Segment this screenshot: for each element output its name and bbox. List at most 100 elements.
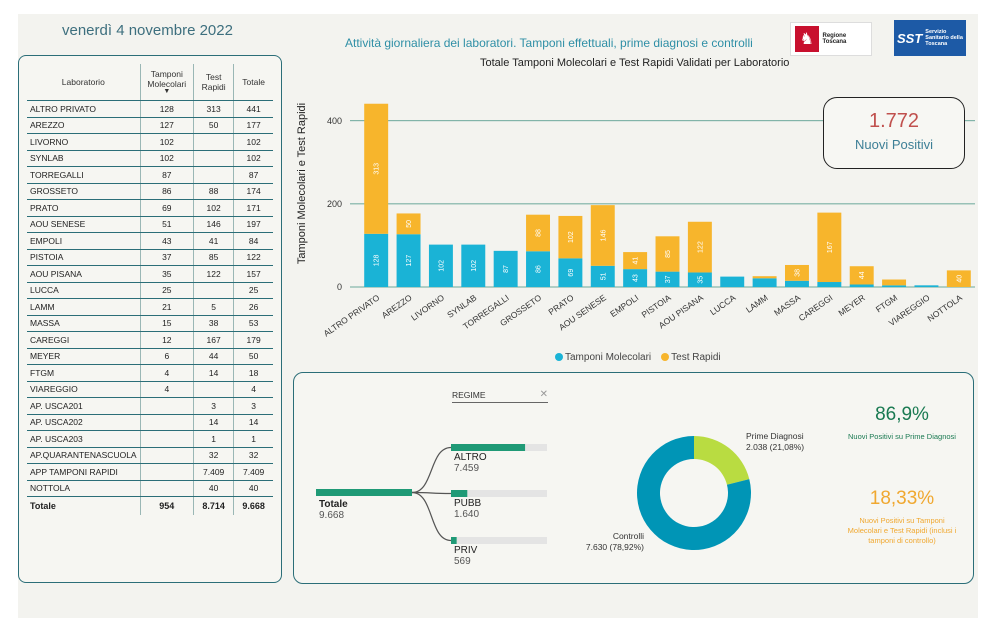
cell-tot: 26	[233, 298, 273, 316]
table-row[interactable]: AP.QUARANTENASCUOLA 32 32	[27, 447, 273, 464]
bar-molecolari	[914, 285, 939, 287]
table-row[interactable]: PRATO 69 102 171	[27, 199, 273, 217]
cell-rap: 40	[192, 480, 234, 497]
table-row[interactable]: PISTOIA 37 85 122	[27, 249, 273, 266]
regime-filter-header[interactable]: REGIME ✕	[452, 389, 548, 403]
col-header-tamponi-molecolari[interactable]: Tamponi Molecolari ▼	[139, 64, 194, 101]
table-row[interactable]: TORREGALLI 87 87	[27, 166, 273, 184]
table-row[interactable]: MASSA 15 38 53	[27, 315, 273, 332]
cell-lab: CAREGGI	[27, 331, 141, 349]
table-row[interactable]: AP. USCA202 14 14	[27, 414, 273, 431]
legend-label-rapidi: Test Rapidi	[671, 352, 721, 363]
col-header-test-rapidi[interactable]: Test Rapidi	[192, 64, 234, 101]
tree-bar-fill	[451, 490, 468, 497]
bar-data-label: 313	[374, 163, 381, 175]
table-row[interactable]: LIVORNO 102 102	[27, 133, 273, 151]
bar-molecolari	[849, 284, 874, 287]
table-row[interactable]: NOTTOLA 40 40	[27, 480, 273, 497]
cell-lab: AP. USCA201	[27, 397, 141, 415]
cell-tot: 53	[233, 315, 273, 332]
y-tick-label: 400	[327, 116, 342, 126]
table-row[interactable]: SYNLAB 102 102	[27, 150, 273, 167]
close-icon[interactable]: ✕	[539, 389, 548, 400]
table-row[interactable]: LAMM 21 5 26	[27, 298, 273, 316]
y-tick-label: 200	[327, 199, 342, 209]
cell-rap: 146	[192, 216, 234, 233]
table-row[interactable]: AP. USCA201 3 3	[27, 397, 273, 415]
table-row[interactable]: AP. USCA203 1 1	[27, 430, 273, 448]
cell-rap: 5	[192, 298, 234, 316]
bar-rapidi	[946, 270, 971, 287]
cell-lab: AP.QUARANTENASCUOLA	[27, 447, 141, 464]
bar-molecolari	[752, 278, 777, 287]
tree-bar-track	[451, 537, 547, 544]
total-cell-lab: Totale	[30, 501, 56, 511]
table-row[interactable]: AOU PISANA 35 122 157	[27, 265, 273, 283]
cell-lab: VIAREGGIO	[27, 381, 141, 398]
cell-rap: 3	[192, 397, 234, 415]
bar-molecolari	[687, 272, 712, 287]
col-header-totale[interactable]: Totale	[233, 64, 273, 101]
tree-node-pubb-label[interactable]: PUBB	[454, 498, 482, 509]
report-date: venerdì 4 novembre 2022	[62, 22, 233, 39]
table-row[interactable]: VIAREGGIO 4 4	[27, 381, 273, 398]
cell-rap: 88	[192, 183, 234, 200]
cell-rap: 44	[192, 348, 234, 365]
bar-data-label: 122	[697, 241, 704, 253]
bar-data-label: 88	[536, 229, 543, 237]
table-row[interactable]: APP TAMPONI RAPIDI 7.409 7.409	[27, 463, 273, 481]
bar-molecolari	[428, 244, 453, 287]
stat-prime-diagnosi-value: 86,9%	[875, 404, 929, 425]
table-row[interactable]: AOU SENESE 51 146 197	[27, 216, 273, 233]
cell-rap: 7.409	[192, 463, 234, 481]
bar-molecolari	[784, 280, 809, 287]
total-cell-tot: 9.668	[233, 496, 273, 515]
tree-node-altro-label[interactable]: ALTRO	[454, 452, 487, 463]
cell-tot: 179	[233, 331, 273, 349]
cell-tot: 197	[233, 216, 273, 233]
cell-tot: 102	[233, 150, 273, 167]
tree-node-priv-label[interactable]: PRIV	[454, 545, 478, 556]
cell-tot: 7.409	[233, 463, 273, 481]
sort-desc-icon: ▼	[163, 88, 171, 95]
bar-data-label: 85	[665, 250, 672, 258]
cell-rap: 32	[192, 447, 234, 464]
table-row[interactable]: ALTRO PRIVATO 128 313 441	[27, 100, 273, 118]
cell-lab: FTGM	[27, 364, 141, 382]
cell-mol	[139, 463, 194, 481]
legend-item-rapidi[interactable]: Test Rapidi	[661, 352, 721, 363]
bar-molecolari	[882, 285, 907, 287]
cell-rap: 1	[192, 430, 234, 448]
bar-data-label: 167	[827, 241, 834, 253]
bar-rapidi	[687, 221, 712, 273]
table-row[interactable]: MEYER 6 44 50	[27, 348, 273, 365]
bar-molecolari	[655, 271, 680, 287]
table-row[interactable]: GROSSETO 86 88 174	[27, 183, 273, 200]
bar-rapidi	[558, 215, 583, 259]
cell-mol: 69	[139, 199, 194, 217]
cell-mol	[139, 430, 194, 448]
bar-rapidi	[655, 236, 680, 272]
cell-mol	[139, 480, 194, 497]
legend-item-molecolari[interactable]: Tamponi Molecolari	[555, 352, 651, 363]
table-row[interactable]: FTGM 4 14 18	[27, 364, 273, 382]
table-row[interactable]: EMPOLI 43 41 84	[27, 232, 273, 250]
x-tick-label: LIVORNO	[409, 292, 446, 322]
col-header-laboratorio[interactable]: Laboratorio	[27, 64, 141, 101]
decomposition-tree	[316, 444, 547, 544]
cell-mol: 86	[139, 183, 194, 200]
bar-data-label: 86	[536, 265, 543, 273]
cell-lab: AREZZO	[27, 117, 141, 134]
table-row[interactable]: AREZZO 127 50 177	[27, 117, 273, 134]
tree-node-pubb-value: 1.640	[454, 509, 480, 520]
bar-data-label: 102	[438, 260, 445, 272]
sst-logo: SST Servizio Sanitario della Toscana	[894, 20, 966, 56]
bar-data-label: 128	[374, 254, 381, 266]
bar-data-label: 41	[633, 257, 640, 265]
table-row[interactable]: CAREGGI 12 167 179	[27, 331, 273, 349]
table-row[interactable]: LUCCA 25 25	[27, 282, 273, 299]
y-tick-label: 0	[337, 282, 342, 292]
x-tick-label: NOTTOLA	[925, 292, 964, 323]
nuovi-positivi-card: 1.772 Nuovi Positivi	[823, 97, 965, 169]
cell-tot: 177	[233, 117, 273, 134]
